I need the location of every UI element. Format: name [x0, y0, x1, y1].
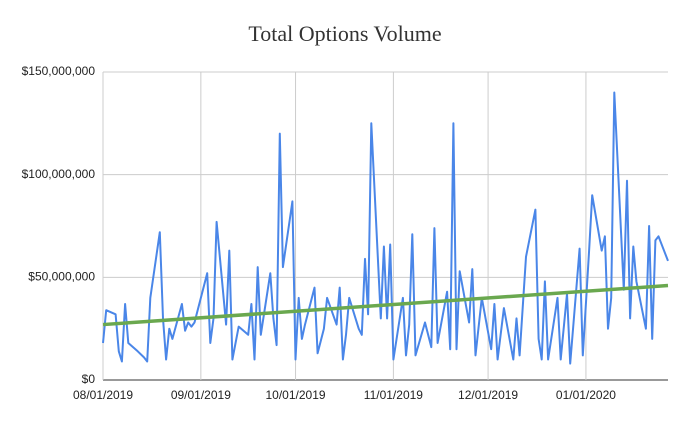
- trendline: [102, 283, 669, 327]
- x-tick-label: 09/01/2019: [171, 388, 231, 402]
- x-tick-label: 10/01/2019: [266, 388, 326, 402]
- x-tick-label: 08/01/2019: [73, 388, 133, 402]
- x-tick-label: 12/01/2019: [458, 388, 518, 402]
- y-tick-label: $50,000,000: [28, 270, 95, 284]
- y-tick-label: $100,000,000: [22, 167, 96, 181]
- x-tick-label: 11/01/2019: [364, 388, 423, 402]
- y-tick-label: $0: [82, 372, 96, 386]
- chart-title: Total Options Volume: [248, 21, 441, 46]
- line: [102, 91, 669, 365]
- x-tick-label: 01/01/2020: [556, 388, 616, 402]
- y-tick-label: $150,000,000: [22, 64, 96, 78]
